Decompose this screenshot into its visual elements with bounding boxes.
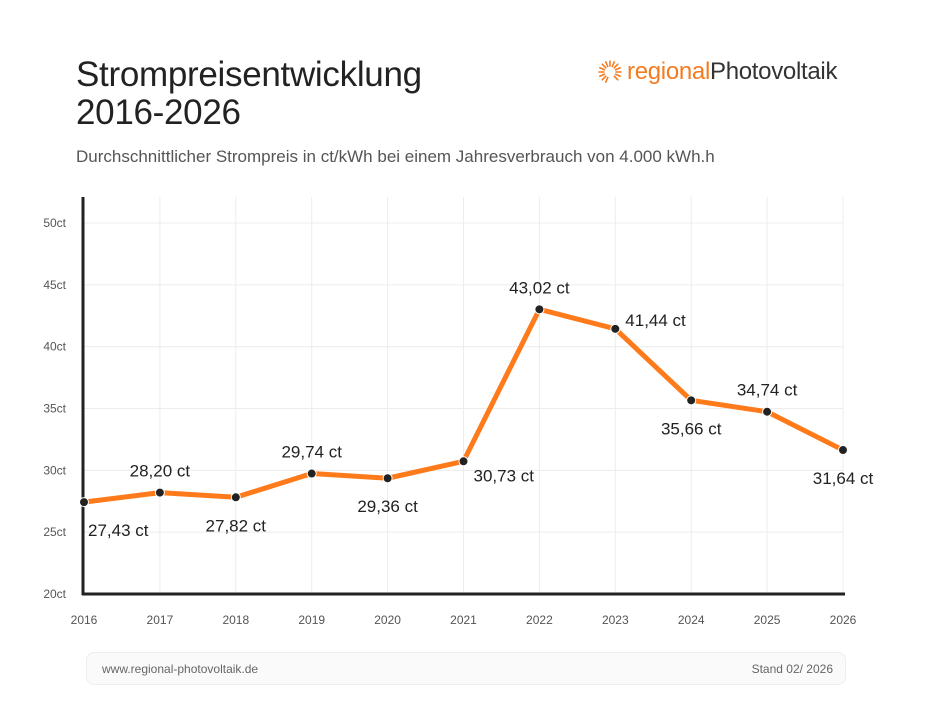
footer-stand: Stand 02/ 2026 <box>751 662 833 676</box>
x-tick-label: 2022 <box>526 613 553 627</box>
data-point <box>458 456 469 467</box>
data-label: 34,74 ct <box>737 381 798 400</box>
data-label: 28,20 ct <box>130 462 191 481</box>
footer-url[interactable]: www.regional-photovoltaik.de <box>102 662 259 676</box>
data-point <box>686 395 697 406</box>
data-label: 41,44 ct <box>625 311 686 330</box>
data-label: 31,64 ct <box>813 469 874 488</box>
logo-text-photovoltaik: Photovoltaik <box>710 58 838 85</box>
data-label: 29,36 ct <box>357 497 418 516</box>
chart-subtitle: Durchschnittlicher Strompreis in ct/kWh … <box>76 147 715 166</box>
title-line-1: Strompreisentwicklung <box>76 55 422 94</box>
data-point <box>79 497 89 508</box>
y-tick-label: 20ct <box>43 587 66 601</box>
x-tick-label: 2021 <box>450 613 477 627</box>
chart-title: Strompreisentwicklung 2016-2026 <box>76 56 422 132</box>
data-point <box>610 323 621 334</box>
x-tick-label: 2018 <box>222 613 249 627</box>
x-tick-label: 2023 <box>602 613 629 627</box>
sun-icon <box>598 60 622 83</box>
y-tick-label: 50ct <box>43 216 66 230</box>
y-tick-label: 30ct <box>43 463 66 477</box>
data-label: 29,74 ct <box>281 443 342 462</box>
data-point <box>230 492 241 503</box>
x-tick-label: 2026 <box>830 613 857 627</box>
footer-bar: www.regional-photovoltaik.de Stand 02/ 2… <box>86 652 846 685</box>
data-point <box>382 473 393 484</box>
data-point <box>306 468 317 479</box>
data-label: 27,82 ct <box>206 516 267 535</box>
data-point <box>534 304 545 315</box>
x-tick-label: 2024 <box>678 613 705 627</box>
logo-text-regional: regional <box>627 58 710 85</box>
logo: regionalPhotovoltaik <box>598 58 837 86</box>
data-label: 30,73 ct <box>474 466 535 485</box>
x-tick-label: 2017 <box>147 613 174 627</box>
x-tick-label: 2016 <box>71 613 98 627</box>
y-tick-label: 25ct <box>43 525 66 539</box>
title-line-2: 2016-2026 <box>76 93 241 132</box>
data-point <box>838 445 848 456</box>
x-tick-label: 2020 <box>374 613 401 627</box>
data-point <box>154 487 165 498</box>
x-tick-label: 2019 <box>298 613 325 627</box>
data-point <box>762 406 773 417</box>
data-label: 35,66 ct <box>661 419 722 438</box>
data-label: 43,02 ct <box>509 278 570 297</box>
data-label: 27,43 ct <box>88 521 149 540</box>
x-tick-label: 2025 <box>754 613 781 627</box>
y-tick-label: 35ct <box>43 402 66 416</box>
y-tick-label: 45ct <box>43 278 66 292</box>
y-tick-label: 40ct <box>43 340 66 354</box>
